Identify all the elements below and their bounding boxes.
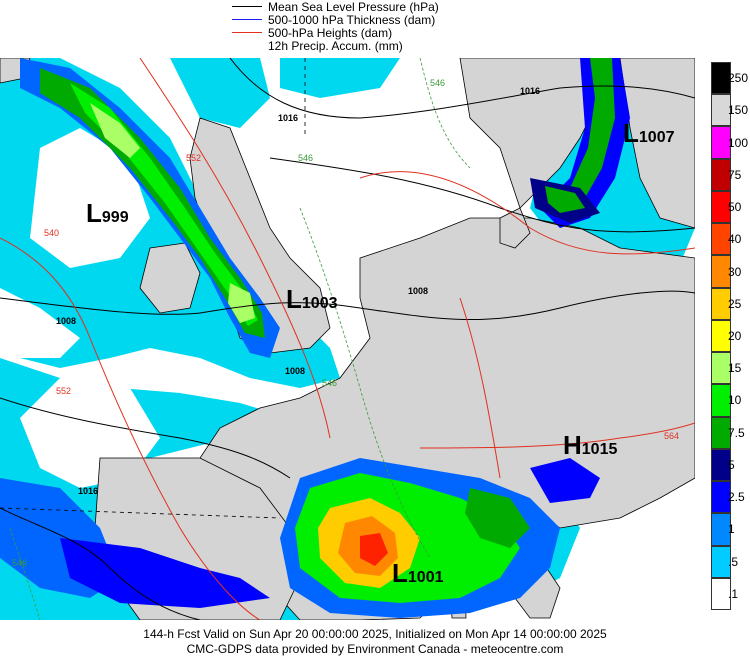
scale-label: 100 [728,135,749,150]
pressure-center-l1001: L1001 [392,558,443,589]
legend-label: 12h Precip. Accum. (mm) [268,38,403,53]
scale-label: 150 [728,103,749,118]
data-credit-text: CMC-GDPS data provided by Environment Ca… [186,642,564,656]
scale-label: 10 [728,393,742,408]
legend-label: Mean Sea Level Pressure (hPa) [268,0,439,14]
height-label: 552 [56,386,72,396]
isobar-label: 1008 [408,286,429,296]
scale-label: 30 [728,264,742,279]
scale-color-box [711,319,731,353]
scale-color-box [711,158,731,191]
map-legend: Mean Sea Level Pressure (hPa) 500-1000 h… [0,0,750,58]
pressure-value: 1003 [301,295,338,312]
pressure-value: 1007 [638,129,675,146]
thickness-label: 546 [430,78,446,88]
scale-label: 7.5 [728,425,745,440]
scale-label: 20 [728,329,742,343]
scale-color-box [711,481,731,514]
scale-label: 2.5 [728,490,745,505]
scale-color-box [711,287,731,320]
isobar-label: 1008 [56,316,77,326]
scale-color-box [711,190,731,224]
pressure-letter: L [86,198,102,228]
height-lines [0,58,695,620]
height-label: 540 [44,228,60,238]
scale-label: 75 [728,167,742,182]
scale-color-box [711,126,731,159]
scale-color-box [711,577,731,610]
scale-color-box [711,255,731,288]
height-label: 564 [664,431,680,441]
scale-label: 5 [728,457,735,472]
scale-color-box [711,416,731,449]
scale-label: 1 [728,522,735,537]
thickness-lines [9,58,471,620]
scale-label: 15 [728,361,742,376]
legend-item-heights: 500-hPa Heights (dam) [232,25,393,40]
scale-color-box [711,448,731,482]
thickness-label: 546 [298,153,314,163]
pressure-center-l1007: L1007 [623,118,674,149]
isobars [0,58,695,620]
scale-color-box [711,94,731,127]
map-canvas [0,58,695,620]
pressure-letter: H [563,430,582,460]
scale-label: 25 [728,296,742,311]
legend-label: 500-hPa Heights (dam) [268,25,393,40]
legend-line-red [232,32,262,33]
isobar-label: 1016 [278,113,299,123]
thickness-label: 546 [322,378,338,388]
pressure-value: 1001 [407,569,444,586]
forecast-valid-text: 144-h Fcst Valid on Sun Apr 20 00:00:00 … [143,627,607,641]
scale-color-box [711,384,731,417]
legend-item-precip: 12h Precip. Accum. (mm) [268,38,403,53]
scale-color-box [711,545,731,578]
scale-label: .1 [728,586,739,601]
scale-label: 50 [728,200,742,215]
pressure-letter: L [286,284,302,314]
legend-line-blue [232,19,262,20]
legend-item-mslp: Mean Sea Level Pressure (hPa) [232,0,439,14]
scale-label: 250 [728,71,749,86]
map-grid [0,58,306,519]
isobar-label: 1008 [285,366,306,376]
pressure-value: 999 [101,209,129,226]
scale-color-box [711,223,731,256]
scale-label: 40 [728,232,742,247]
legend-line-black [232,6,262,7]
pressure-center-h1015: H1015 [563,430,617,461]
isobar-label: 1016 [78,486,99,496]
scale-color-box [711,62,731,95]
precip-moderate [0,58,630,618]
height-label: 552 [186,153,202,163]
precip-color-scale [711,62,731,610]
legend-item-thickness: 500-1000 hPa Thickness (dam) [232,12,436,27]
scale-color-box [711,513,731,546]
scale-label: .5 [728,554,739,569]
pressure-center-l999: L999 [86,198,129,229]
pressure-center-l1003: L1003 [286,284,337,315]
pressure-value: 1015 [581,441,618,458]
scale-color-box [711,352,731,385]
pressure-letter: L [392,558,408,588]
isobar-label: 1016 [520,86,541,96]
thickness-label: 546 [12,558,28,568]
legend-label: 500-1000 hPa Thickness (dam) [268,12,436,27]
pressure-letter: L [623,118,639,148]
weather-map: L999 L1003 L1007 H1015 L1001 1016 1016 1… [0,58,695,620]
